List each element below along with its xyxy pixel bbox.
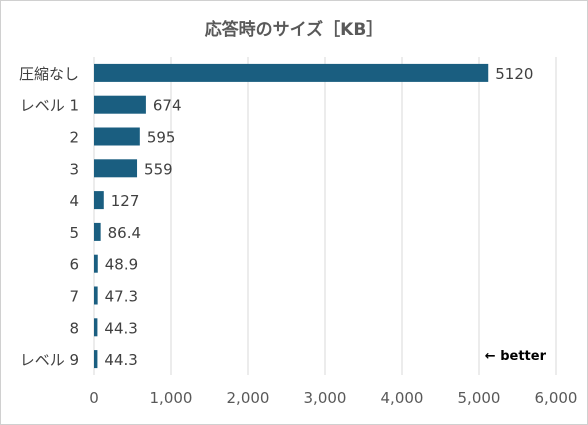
bar-8 (94, 318, 98, 337)
value-label-6: 48.9 (105, 256, 138, 274)
x-tick-label-2: 2,000 (227, 389, 270, 407)
x-tick-label-6: 6,000 (535, 389, 578, 407)
value-label-4: 127 (111, 192, 140, 210)
category-label-0: 圧縮なし (19, 65, 79, 83)
chart-title: 応答時のサイズ［KB］ (205, 19, 384, 40)
x-tick-label-0: 0 (89, 389, 99, 407)
x-tick-label-5: 5,000 (458, 389, 501, 407)
x-tick-label-3: 3,000 (304, 389, 347, 407)
bar-9 (94, 350, 98, 369)
x-axis-tick-labels: 0 1,000 2,000 3,000 4,000 5,000 6,000 (89, 389, 577, 407)
bar-7 (94, 286, 98, 305)
category-label-6: 6 (69, 256, 79, 274)
bar-1 (94, 95, 146, 114)
value-label-2: 595 (147, 129, 176, 147)
category-label-4: 4 (69, 192, 79, 210)
bar-2 (94, 127, 140, 146)
bar-0 (94, 63, 489, 82)
category-label-3: 3 (69, 160, 79, 178)
value-label-1: 674 (153, 97, 182, 115)
x-tick-label-4: 4,000 (381, 389, 424, 407)
value-label-0: 5120 (495, 65, 533, 83)
category-label-8: 8 (69, 319, 79, 337)
value-label-9: 44.3 (104, 351, 137, 369)
grid-lines (93, 57, 557, 375)
value-label-5: 86.4 (108, 224, 141, 242)
category-label-2: 2 (69, 129, 79, 147)
bars (94, 63, 489, 369)
x-tick-label-1: 1,000 (150, 389, 193, 407)
bar-4 (94, 191, 104, 210)
bar-3 (94, 159, 138, 178)
category-label-1: レベル 1 (20, 97, 79, 115)
value-label-7: 47.3 (105, 288, 138, 306)
category-label-7: 7 (69, 288, 79, 306)
value-label-8: 44.3 (104, 319, 137, 337)
value-label-3: 559 (144, 160, 173, 178)
bar-5 (94, 222, 101, 241)
bar-6 (94, 254, 98, 273)
category-label-5: 5 (69, 224, 79, 242)
category-label-9: レベル 9 (20, 351, 79, 369)
better-annotation: ← better (485, 349, 547, 364)
